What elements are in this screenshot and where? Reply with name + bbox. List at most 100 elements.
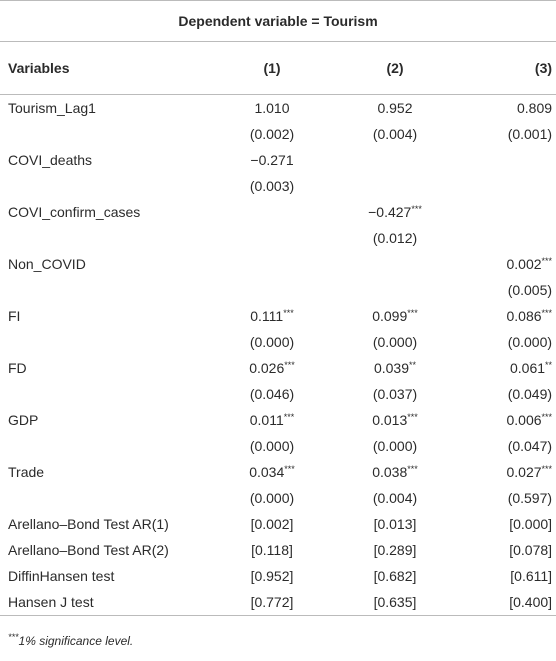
- cell: (0.001): [507, 126, 553, 142]
- column-header: (2): [330, 41, 460, 95]
- cell: (0.003): [249, 178, 295, 194]
- header-row: Dependent variable = Tourism: [0, 0, 556, 42]
- cell: (0.002): [249, 126, 295, 142]
- cell: (0.004): [372, 126, 418, 142]
- cell: [0.611]: [510, 568, 553, 584]
- cell: (0.000): [372, 438, 418, 454]
- table-row: Tourism_Lag1 1.010 0.952 0.809: [0, 95, 556, 122]
- table-row: FD 0.026*** 0.039** 0.061**: [0, 355, 556, 381]
- cell: [214, 251, 330, 277]
- table-row: (0.003): [0, 173, 556, 199]
- row-label: COVI_confirm_cases: [8, 204, 141, 220]
- cell: (0.000): [372, 334, 418, 350]
- cell: 0.809: [517, 100, 553, 116]
- row-label: Tourism_Lag1: [8, 100, 96, 116]
- row-label: [0, 433, 214, 459]
- table-row: Hansen J test [0.772] [0.635] [0.400]: [0, 589, 556, 616]
- column-header: (1): [214, 41, 330, 95]
- cell: (0.049): [507, 386, 553, 402]
- table-row: (0.002) (0.004) (0.001): [0, 121, 556, 147]
- cell: (0.000): [507, 334, 553, 350]
- cell: (0.000): [249, 438, 295, 454]
- row-label: [0, 173, 214, 199]
- row-label: DiffinHansen test: [8, 568, 115, 584]
- table-row: Trade 0.034*** 0.038*** 0.027***: [0, 459, 556, 485]
- table-body: Tourism_Lag1 1.010 0.952 0.809 (0.002) (0.004…: [0, 95, 556, 616]
- cell: [0.952]: [250, 568, 294, 584]
- row-label: [0, 485, 214, 511]
- cell: [214, 277, 330, 303]
- cell: 0.027***: [506, 464, 553, 480]
- table-row: (0.000) (0.000) (0.047): [0, 433, 556, 459]
- table-row: (0.000) (0.004) (0.597): [0, 485, 556, 511]
- cell: [330, 173, 460, 199]
- cell: [0.002]: [250, 516, 294, 532]
- cell: [330, 147, 460, 173]
- row-label: [0, 225, 214, 251]
- cell: 0.002***: [506, 256, 553, 272]
- row-label: FD: [8, 360, 27, 376]
- cell: [0.013]: [373, 516, 417, 532]
- cell: [214, 225, 330, 251]
- cell: [0.078]: [509, 542, 553, 558]
- row-label: Hansen J test: [0, 589, 214, 616]
- row-label: GDP: [8, 412, 39, 428]
- table-row: DiffinHansen test [0.952] [0.682] [0.611]: [0, 563, 556, 589]
- cell: (0.046): [249, 386, 295, 402]
- cell: (0.597): [507, 490, 553, 506]
- cell: 0.034***: [249, 464, 295, 480]
- table-row: COVI_confirm_cases −0.427***: [0, 199, 556, 225]
- cell: 0.011***: [249, 412, 295, 428]
- table-row: GDP 0.011*** 0.013*** 0.006***: [0, 407, 556, 433]
- cell: (0.012): [372, 230, 418, 246]
- cell: 1.010: [254, 100, 290, 116]
- table-row: Arellano–Bond Test AR(2) [0.118] [0.289] [0…: [0, 537, 556, 563]
- cell: [460, 147, 556, 173]
- cell: 0.111***: [250, 308, 294, 324]
- row-label: Trade: [8, 464, 45, 480]
- cell: 0.099***: [372, 308, 418, 324]
- column-header: Variables: [0, 41, 214, 95]
- cell: [0.772]: [214, 589, 330, 616]
- cell: [0.682]: [373, 568, 417, 584]
- cell: 0.952: [377, 100, 413, 116]
- table-row: Non_COVID 0.002***: [0, 251, 556, 277]
- cell: (0.037): [372, 386, 418, 402]
- table-row: (0.012): [0, 225, 556, 251]
- results-table: Dependent variable = Tourism Variables (1…: [0, 0, 556, 616]
- cell: 0.038***: [372, 464, 418, 480]
- table-row: Arellano–Bond Test AR(1) [0.002] [0.013] [0…: [0, 511, 556, 537]
- cell: 0.086***: [506, 308, 553, 324]
- cell: (0.004): [372, 490, 418, 506]
- table-row: (0.046) (0.037) (0.049): [0, 381, 556, 407]
- cell: −0.427***: [368, 204, 422, 220]
- table-row: FI 0.111*** 0.099*** 0.086***: [0, 303, 556, 329]
- table-row: (0.000) (0.000) (0.000): [0, 329, 556, 355]
- row-label: Non_COVID: [8, 256, 86, 272]
- cell: [0.000]: [509, 516, 553, 532]
- cell: [460, 225, 556, 251]
- row-label: [0, 121, 214, 147]
- cell: (0.000): [249, 334, 295, 350]
- row-label: FI: [8, 308, 21, 324]
- cell: 0.026***: [249, 360, 295, 376]
- cell: −0.271: [250, 152, 294, 168]
- table-title: Dependent variable = Tourism: [0, 0, 556, 42]
- row-label: Arellano–Bond Test AR(2): [8, 542, 169, 558]
- footnote: ***1% significance level.: [8, 632, 134, 649]
- table-row: COVI_deaths −0.271: [0, 147, 556, 173]
- cell: [460, 173, 556, 199]
- cell: [460, 199, 556, 225]
- cell: [0.118]: [251, 542, 293, 558]
- cell: [330, 251, 460, 277]
- cell: (0.005): [507, 282, 553, 298]
- cell: [330, 277, 460, 303]
- cell: 0.013***: [372, 412, 418, 428]
- row-label: [0, 381, 214, 407]
- row-label: Arellano–Bond Test AR(1): [8, 516, 169, 532]
- table-row: (0.005): [0, 277, 556, 303]
- column-header: (3): [460, 41, 556, 95]
- row-label: [0, 329, 214, 355]
- cell: 0.006***: [506, 412, 553, 428]
